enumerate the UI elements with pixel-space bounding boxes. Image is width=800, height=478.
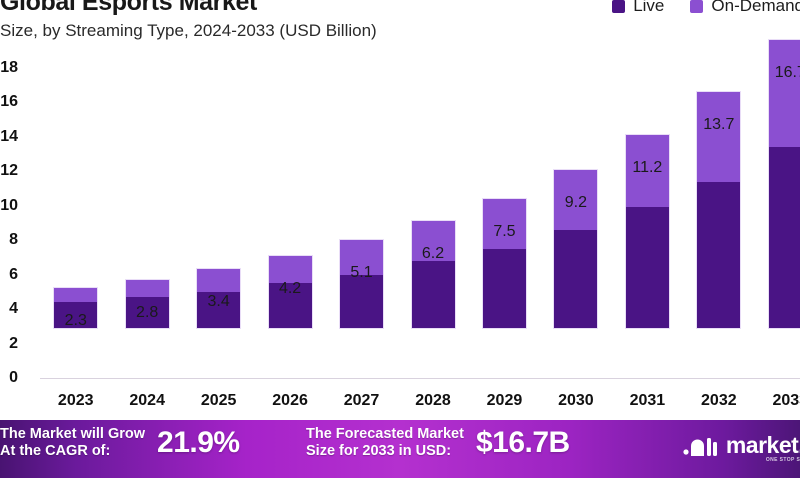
x-axis-tick-label: 2023 (57, 392, 94, 409)
footer-banner: The Market will Grow At the CAGR of: 21.… (0, 420, 800, 478)
bar-segment-live[interactable] (482, 248, 526, 328)
banner-forecast-line1: The Forecasted Market (306, 426, 464, 442)
banner-cagr-value: 21.9% (157, 426, 240, 460)
bar-value-label: 7.5 (493, 222, 516, 240)
bar-segment-on-demand[interactable] (625, 135, 669, 208)
y-axis-tick-label: 4 (9, 300, 18, 318)
banner-cagr-line1: The Market will Grow (0, 426, 146, 442)
bar-segment-on-demand[interactable] (411, 221, 455, 261)
y-axis-tick-label: 0 (9, 369, 18, 386)
banner-cagr-line2: At the CAGR of: (0, 443, 111, 460)
bar-segment-live[interactable] (411, 260, 455, 328)
bar-value-label: 16.7 (774, 64, 800, 82)
chart-header: Global Esports Market Size, by Streaming… (0, 0, 800, 50)
y-axis-tick-label: 14 (0, 127, 18, 145)
stacked-bar[interactable] (197, 269, 241, 328)
bar-segment-on-demand[interactable] (482, 198, 526, 249)
bar-segment-on-demand[interactable] (768, 40, 800, 148)
bar-value-label: 13.7 (703, 116, 735, 134)
x-axis-tick-label: 2030 (558, 392, 594, 409)
brand-wordmark-wrap: market.us ONE STOP SHOP FOR THE MARKET R… (725, 432, 800, 463)
y-axis-tick-label: 10 (0, 196, 18, 214)
brand-name: market.us (725, 432, 800, 458)
bar-segment-live[interactable] (197, 291, 241, 328)
brand-logo[interactable]: market.us ONE STOP SHOP FOR THE MARKET R… (682, 432, 800, 463)
stacked-bar[interactable] (482, 198, 526, 328)
bar-value-label: 4.2 (278, 279, 302, 297)
bar-segment-on-demand[interactable] (125, 279, 169, 297)
stacked-bar[interactable] (125, 279, 169, 328)
bar-segment-live[interactable] (340, 274, 384, 328)
x-axis-tick-label: 2027 (343, 392, 380, 409)
chart-subtitle: Size, by Streaming Type, 2024-2033 (USD … (0, 21, 377, 40)
bar-value-label: 11.2 (632, 159, 663, 177)
stacked-bar[interactable] (625, 135, 669, 328)
banner-forecast-text: The Forecasted Market Size for 2033 in U… (306, 426, 464, 460)
bar-segment-live[interactable] (768, 147, 800, 328)
legend-item-live[interactable]: Live (612, 0, 664, 16)
y-axis-tick-label: 18 (0, 59, 18, 76)
stacked-bar[interactable] (411, 221, 455, 328)
y-axis-tick-label: 2 (9, 334, 18, 352)
bar-value-label: 6.2 (421, 245, 445, 263)
page-title: Global Esports Market (0, 0, 257, 16)
bar-segment-on-demand[interactable] (268, 255, 312, 284)
banner-cagr-text: The Market will Grow At the CAGR of: (0, 426, 145, 460)
brand-tagline: ONE STOP SHOP FOR THE MARKET RESEARCH (765, 457, 800, 463)
banner-cagr-block: The Market will Grow At the CAGR of: 21.… (0, 426, 240, 460)
y-axis-tick-label: 16 (0, 93, 18, 111)
legend-swatch-icon (612, 0, 626, 13)
stacked-bar[interactable] (340, 240, 384, 328)
bar-segment-on-demand[interactable] (197, 269, 241, 292)
banner-forecast-block: The Forecasted Market Size for 2033 in U… (306, 426, 570, 460)
legend-item-on-demand[interactable]: On-Demand (690, 0, 800, 16)
bar-value-label: 2.8 (136, 303, 159, 321)
x-axis-line (40, 378, 800, 379)
plot-area: 0 2 4 6 8 10 12 14 16 18 2.3 2023 2.8 2024 3.4 2025 4.2… (0, 40, 800, 409)
stacked-bar[interactable] (268, 255, 312, 328)
bar-segment-live[interactable] (125, 297, 169, 328)
bar-value-label: 2.3 (64, 312, 87, 330)
stacked-bar[interactable] (54, 288, 98, 328)
x-axis-tick-label: 2024 (129, 392, 165, 409)
stacked-bar[interactable] (697, 92, 741, 328)
bar-segment-on-demand[interactable] (697, 92, 741, 182)
legend-item-label: On-Demand (711, 0, 800, 15)
bar-segment-on-demand[interactable] (340, 240, 384, 275)
bar-value-label: 3.4 (207, 293, 230, 311)
x-axis-tick-label: 2029 (486, 392, 523, 409)
y-axis-tick-label: 12 (0, 162, 18, 180)
legend-item-label: Live (633, 0, 665, 15)
banner-forecast-value: $16.7B (475, 426, 570, 460)
x-axis-tick-label: 2033 (772, 392, 800, 409)
stacked-bar[interactable] (554, 169, 598, 328)
bar-value-label: 5.1 (350, 264, 373, 282)
y-axis-tick-label: 8 (9, 231, 18, 249)
stacked-bar[interactable] (768, 40, 800, 328)
bar-value-label: 9.2 (564, 193, 588, 211)
bar-segment-live[interactable] (697, 181, 741, 328)
bar-segment-live[interactable] (54, 302, 98, 328)
bar-segment-on-demand[interactable] (554, 169, 598, 230)
x-axis-tick-label: 2026 (272, 392, 308, 409)
x-axis-tick-label: 2031 (629, 392, 666, 409)
chart-legend: Live On-Demand (612, 0, 800, 16)
legend-swatch-icon (690, 0, 704, 13)
banner-forecast-line2: Size for 2033 in USD: (306, 443, 452, 460)
y-axis-tick-label: 6 (9, 265, 18, 283)
bar-segment-live[interactable] (268, 283, 312, 328)
bar-segment-live[interactable] (625, 207, 669, 328)
x-axis-tick-label: 2025 (200, 392, 237, 409)
bar-segment-on-demand[interactable] (54, 288, 98, 303)
bar-chart-logo-icon (683, 437, 717, 456)
x-axis-tick-label: 2032 (701, 392, 737, 409)
x-axis-tick-label: 2028 (415, 392, 451, 409)
bar-segment-live[interactable] (554, 229, 598, 328)
